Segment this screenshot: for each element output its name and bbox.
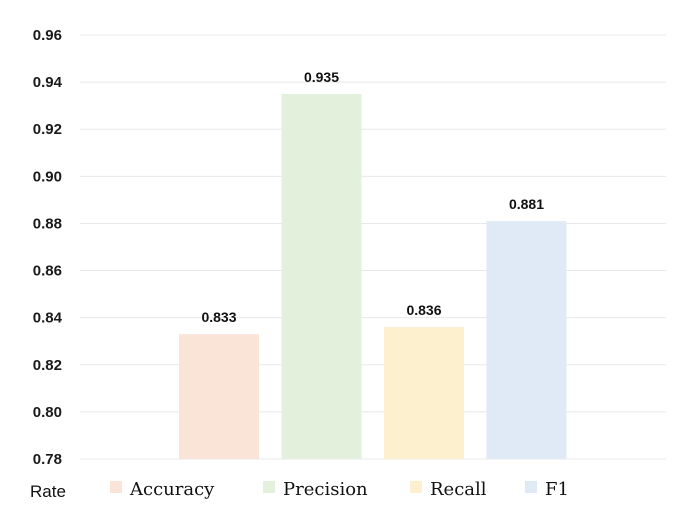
bar-accuracy	[179, 334, 259, 459]
y-tick-label: 0.88	[33, 215, 62, 232]
y-tick-label: 0.82	[33, 357, 62, 374]
y-tick-label: 0.94	[33, 74, 63, 91]
y-tick-label: 0.80	[33, 404, 62, 421]
legend-label: Recall	[430, 479, 487, 500]
legend-swatch	[525, 481, 537, 493]
bar-f1	[486, 221, 567, 459]
y-axis-ticks: 0.78 0.80 0.82 0.84 0.86 0.88 0.90 0.92 0.94 0.96	[33, 27, 63, 468]
legend: Accuracy Precision Recall F1	[110, 479, 569, 500]
y-tick-label: 0.86	[33, 263, 62, 280]
bar-recall	[384, 327, 464, 459]
y-tick-label: 0.84	[33, 310, 63, 327]
y-axis-label: Rate	[30, 482, 66, 501]
y-tick-label: 0.96	[33, 27, 62, 44]
y-tick-label: 0.90	[33, 168, 62, 185]
value-label: 0.836	[406, 302, 441, 318]
value-label: 0.833	[201, 309, 236, 325]
legend-swatch	[263, 481, 275, 493]
bar-precision	[281, 93, 362, 459]
legend-label: Accuracy	[129, 479, 215, 500]
value-label: 0.881	[509, 196, 544, 212]
legend-label: F1	[545, 479, 569, 500]
legend-swatch	[110, 481, 122, 493]
value-labels: 0.833 0.935 0.836 0.881	[201, 69, 544, 325]
bars	[179, 93, 567, 459]
grid-lines	[80, 34, 666, 460]
value-label: 0.935	[304, 69, 339, 85]
legend-label: Precision	[283, 479, 368, 500]
legend-swatch	[410, 481, 422, 493]
y-tick-label: 0.78	[33, 451, 62, 468]
y-tick-label: 0.92	[33, 121, 62, 138]
